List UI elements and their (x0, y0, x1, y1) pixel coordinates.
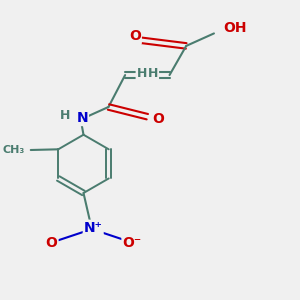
Text: OH: OH (223, 21, 246, 35)
Text: N: N (76, 111, 88, 125)
Text: O: O (46, 236, 58, 250)
Text: O: O (129, 29, 141, 43)
Text: H: H (148, 67, 158, 80)
Text: CH₃: CH₃ (3, 145, 25, 155)
Text: O: O (152, 112, 164, 127)
Text: N⁺: N⁺ (84, 221, 103, 235)
Text: H: H (136, 67, 147, 80)
Text: O⁻: O⁻ (122, 236, 142, 250)
Text: H: H (60, 109, 70, 122)
